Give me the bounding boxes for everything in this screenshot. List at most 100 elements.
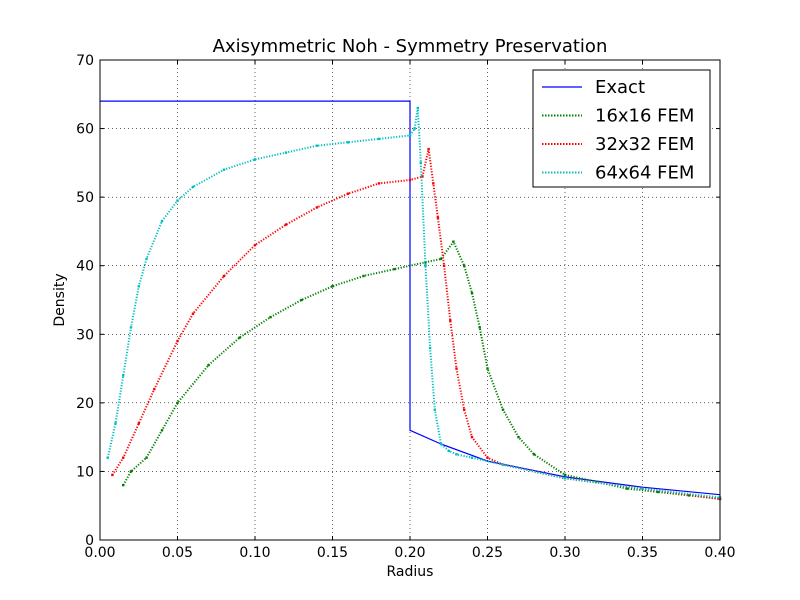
x-tick-label: 0.05 bbox=[162, 545, 193, 561]
data-point-32x32-fem bbox=[153, 387, 156, 391]
data-point-32x32-fem bbox=[427, 147, 430, 151]
data-point-16x16-fem bbox=[160, 429, 164, 432]
data-point-64x64-fem bbox=[315, 144, 319, 147]
data-point-64x64-fem bbox=[470, 456, 474, 459]
chart-title: Axisymmetric Noh - Symmetry Preservation bbox=[213, 36, 608, 57]
series-line-64x64-fem bbox=[106, 107, 721, 499]
data-point-16x16-fem bbox=[452, 240, 455, 243]
data-point-16x16-fem bbox=[439, 257, 443, 261]
y-tick-label: 0 bbox=[85, 533, 94, 549]
data-point-32x32-fem bbox=[122, 456, 125, 459]
y-tick-label: 60 bbox=[76, 122, 94, 138]
data-point-16x16-fem bbox=[238, 336, 241, 339]
data-point-64x64-fem bbox=[447, 449, 450, 453]
data-point-64x64-fem bbox=[455, 453, 458, 456]
data-point-32x32-fem bbox=[315, 206, 319, 209]
data-point-16x16-fem bbox=[625, 487, 629, 490]
data-point-16x16-fem bbox=[463, 264, 466, 267]
data-point-32x32-fem bbox=[111, 473, 114, 477]
x-tick-label: 0.25 bbox=[472, 545, 503, 561]
data-point-64x64-fem bbox=[253, 158, 257, 161]
data-point-16x16-fem bbox=[207, 363, 210, 367]
data-point-32x32-fem bbox=[222, 274, 226, 278]
data-point-16x16-fem bbox=[563, 473, 567, 477]
data-point-64x64-fem bbox=[377, 137, 381, 141]
data-point-32x32-fem bbox=[463, 408, 466, 411]
x-tick-label: 0.00 bbox=[84, 545, 115, 561]
y-axis-label: Density bbox=[52, 273, 68, 326]
data-point-16x16-fem bbox=[656, 490, 660, 494]
data-point-16x16-fem bbox=[269, 315, 272, 319]
data-point-64x64-fem bbox=[416, 106, 419, 110]
data-point-32x32-fem bbox=[486, 456, 489, 459]
data-point-64x64-fem bbox=[563, 477, 567, 480]
data-point-16x16-fem bbox=[517, 435, 520, 439]
y-tick-label: 30 bbox=[76, 327, 94, 343]
data-point-64x64-fem bbox=[284, 151, 288, 154]
series-line-32x32-fem bbox=[111, 148, 721, 500]
data-point-16x16-fem bbox=[331, 285, 334, 288]
data-point-32x32-fem bbox=[137, 422, 140, 425]
data-point-32x32-fem bbox=[432, 182, 435, 185]
data-point-64x64-fem bbox=[137, 285, 140, 288]
legend-label-16x16-fem: 16x16 FEM bbox=[595, 106, 694, 127]
data-point-64x64-fem bbox=[176, 199, 179, 202]
y-tick-label: 20 bbox=[76, 396, 94, 412]
data-point-16x16-fem bbox=[424, 261, 427, 264]
x-tick-label: 0.20 bbox=[394, 545, 425, 561]
data-point-64x64-fem bbox=[424, 264, 427, 267]
data-point-64x64-fem bbox=[122, 374, 125, 377]
data-point-64x64-fem bbox=[114, 422, 117, 425]
data-point-16x16-fem bbox=[486, 367, 489, 370]
data-point-32x32-fem bbox=[346, 192, 350, 195]
data-point-64x64-fem bbox=[433, 408, 436, 411]
data-point-64x64-fem bbox=[419, 161, 422, 165]
x-tick-label: 0.40 bbox=[704, 545, 735, 561]
y-tick-label: 10 bbox=[76, 464, 94, 480]
data-point-64x64-fem bbox=[439, 442, 443, 446]
data-point-64x64-fem bbox=[413, 127, 416, 130]
data-point-64x64-fem bbox=[106, 456, 109, 459]
x-tick-label: 0.35 bbox=[627, 545, 658, 561]
data-point-32x32-fem bbox=[436, 216, 440, 219]
data-point-32x32-fem bbox=[377, 182, 381, 185]
data-point-64x64-fem bbox=[346, 141, 350, 144]
y-tick-label: 40 bbox=[76, 259, 94, 275]
series-layer bbox=[100, 100, 722, 501]
legend-label-32x32-fem: 32x32 FEM bbox=[595, 134, 694, 155]
x-axis-label: Radius bbox=[387, 564, 434, 580]
data-point-16x16-fem bbox=[532, 453, 536, 456]
series-line-exact bbox=[100, 100, 721, 496]
data-point-32x32-fem bbox=[408, 178, 412, 182]
data-point-32x32-fem bbox=[470, 435, 474, 439]
data-point-16x16-fem bbox=[176, 401, 179, 405]
x-tick-label: 0.30 bbox=[549, 545, 580, 561]
x-tick-label: 0.10 bbox=[239, 545, 270, 561]
data-point-32x32-fem bbox=[176, 339, 179, 343]
data-point-32x32-fem bbox=[442, 264, 446, 267]
data-point-64x64-fem bbox=[408, 134, 412, 137]
legend: Exact 16x16 FEM 32x32 FEM 64x64 FEM bbox=[532, 69, 711, 188]
data-point-16x16-fem bbox=[501, 408, 505, 411]
data-point-64x64-fem bbox=[129, 326, 133, 329]
data-point-16x16-fem bbox=[129, 470, 133, 473]
data-point-64x64-fem bbox=[501, 463, 505, 466]
data-point-32x32-fem bbox=[284, 223, 288, 226]
data-point-64x64-fem bbox=[428, 346, 432, 350]
x-tick-label: 0.15 bbox=[317, 545, 348, 561]
legend-label-64x64-fem: 64x64 FEM bbox=[595, 163, 694, 184]
data-point-64x64-fem bbox=[641, 487, 644, 490]
y-tick-label: 50 bbox=[76, 190, 94, 206]
data-point-16x16-fem bbox=[470, 291, 474, 295]
data-point-32x32-fem bbox=[253, 243, 257, 247]
data-point-32x32-fem bbox=[421, 175, 424, 178]
series-line-16x16-fem bbox=[122, 240, 721, 500]
data-point-32x32-fem bbox=[455, 367, 458, 370]
data-point-64x64-fem bbox=[191, 185, 195, 189]
data-point-64x64-fem bbox=[160, 219, 164, 223]
data-point-16x16-fem bbox=[300, 298, 303, 302]
data-point-16x16-fem bbox=[478, 326, 481, 329]
legend-box bbox=[532, 69, 711, 188]
data-point-16x16-fem bbox=[122, 483, 125, 487]
